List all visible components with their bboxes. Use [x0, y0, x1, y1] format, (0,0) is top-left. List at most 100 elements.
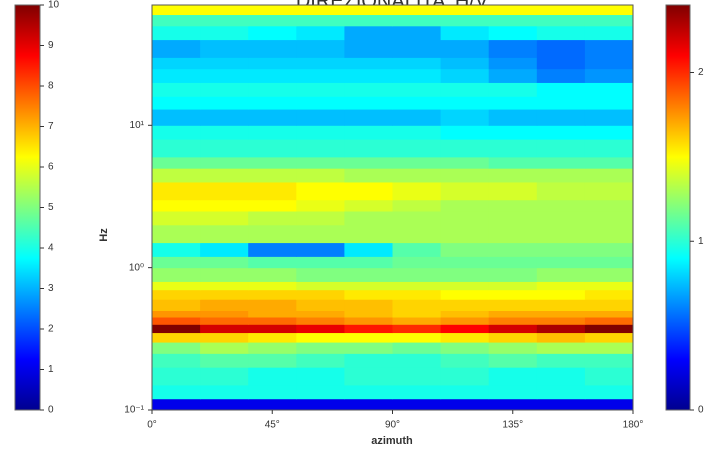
heat-cell — [440, 125, 490, 140]
heat-cell — [344, 125, 393, 140]
heat-cell — [344, 353, 393, 368]
heat-cell — [536, 281, 586, 291]
heat-cell — [296, 96, 345, 110]
heat-cell — [344, 199, 393, 212]
heat-cell — [152, 289, 201, 300]
heat-cell — [152, 25, 201, 41]
heat-cell — [248, 398, 297, 411]
heat-cell — [584, 109, 634, 126]
heat-cell — [392, 289, 442, 300]
heat-cell — [536, 384, 586, 400]
heat-cell — [536, 317, 586, 325]
heat-cell — [344, 96, 393, 110]
heat-cell — [392, 14, 442, 27]
heat-cell — [200, 68, 249, 83]
heat-cell — [248, 353, 297, 368]
heat-cell — [584, 310, 634, 318]
heat-cell — [440, 299, 490, 312]
heat-cell — [440, 57, 490, 70]
colorbar-tick-label: 5 — [48, 202, 54, 213]
heat-cell — [296, 57, 345, 70]
heat-cell — [344, 267, 393, 282]
heat-cell — [344, 299, 393, 312]
colorbar-tick-label: 2 — [698, 67, 704, 78]
heat-cell — [344, 224, 393, 244]
heat-cell — [392, 211, 442, 226]
heat-cell — [584, 181, 634, 201]
heat-cell — [296, 168, 345, 183]
heat-cell — [248, 310, 297, 318]
heat-cell — [488, 68, 538, 83]
heat-cell — [152, 125, 201, 140]
heat-cell — [200, 5, 249, 16]
heat-cell — [200, 267, 249, 282]
heat-cell — [200, 310, 249, 318]
heat-cell — [248, 256, 297, 269]
heat-cell — [296, 82, 345, 97]
heat-cell — [584, 398, 634, 411]
heat-cell — [248, 211, 297, 226]
heat-cell — [344, 398, 393, 411]
heat-cell — [200, 139, 249, 158]
heat-cell — [344, 109, 393, 126]
heat-cell — [536, 224, 586, 244]
heat-cell — [392, 353, 442, 368]
heat-cell — [152, 5, 201, 16]
heat-cell — [392, 224, 442, 244]
heat-cell — [344, 211, 393, 226]
heat-cell — [536, 299, 586, 312]
heat-cell — [344, 82, 393, 97]
heat-cell — [488, 384, 538, 400]
heat-cell — [296, 156, 345, 169]
heat-cell — [440, 199, 490, 212]
heat-cell — [488, 367, 538, 386]
heat-cell — [488, 299, 538, 312]
heat-cell — [248, 168, 297, 183]
heat-cell — [296, 139, 345, 158]
heat-cell — [584, 281, 634, 291]
heat-cell — [440, 267, 490, 282]
heat-cell — [536, 5, 586, 16]
heat-cell — [488, 289, 538, 300]
heat-cell — [536, 139, 586, 158]
heat-cell — [344, 168, 393, 183]
heat-cell — [536, 199, 586, 212]
heat-cell — [152, 57, 201, 70]
heat-cell — [488, 256, 538, 269]
heat-cell — [296, 267, 345, 282]
heat-cell — [584, 342, 634, 354]
heat-cell — [536, 109, 586, 126]
heat-cell — [248, 224, 297, 244]
heat-cell — [296, 281, 345, 291]
heat-cell — [536, 39, 586, 58]
heat-cell — [536, 398, 586, 411]
heat-cell — [488, 109, 538, 126]
heat-cell — [488, 224, 538, 244]
heat-cell — [152, 267, 201, 282]
heat-cell — [248, 267, 297, 282]
heat-cell — [200, 242, 249, 257]
heat-cell — [392, 398, 442, 411]
heat-cell — [248, 367, 297, 386]
heat-cell — [392, 168, 442, 183]
heat-cell — [344, 332, 393, 343]
heat-cell — [344, 256, 393, 269]
heat-cell — [584, 14, 634, 27]
heat-cell — [248, 96, 297, 110]
heat-cell — [296, 289, 345, 300]
heat-cell — [248, 82, 297, 97]
heat-cell — [344, 317, 393, 325]
heat-cell — [344, 384, 393, 400]
heat-cell — [536, 14, 586, 27]
heat-cell — [200, 332, 249, 343]
heat-cell — [440, 342, 490, 354]
colorbar-tick-label: 0 — [48, 405, 54, 416]
heat-cell — [488, 267, 538, 282]
heat-cell — [344, 181, 393, 201]
heat-cell — [440, 109, 490, 126]
heat-cell — [584, 299, 634, 312]
heat-cell — [248, 199, 297, 212]
heat-cell — [296, 211, 345, 226]
heat-cell — [488, 199, 538, 212]
